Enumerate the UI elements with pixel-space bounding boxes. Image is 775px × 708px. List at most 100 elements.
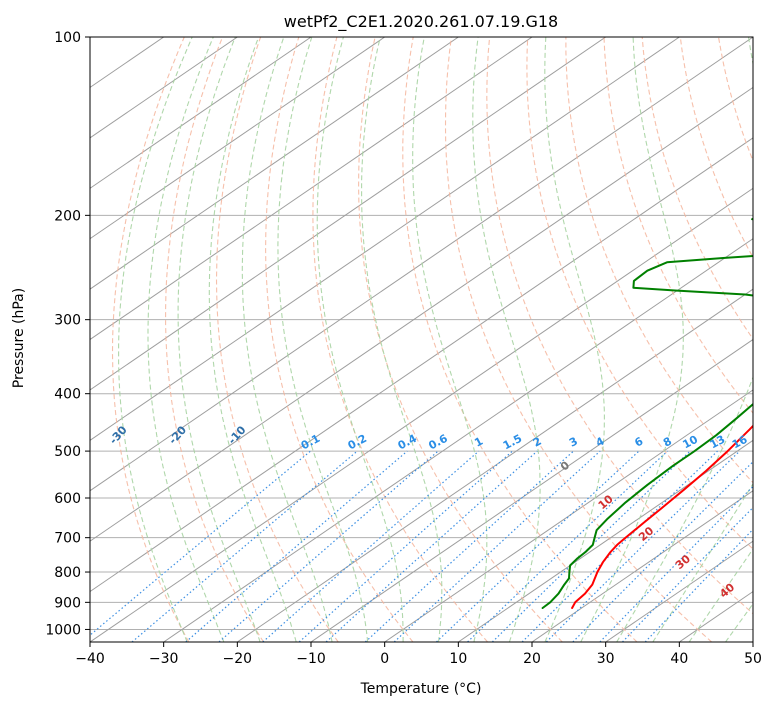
- isotherm-line: [90, 37, 680, 441]
- moist-adiabat-line: [147, 37, 225, 642]
- y-tick-label: 800: [54, 565, 81, 581]
- dry-adiabat-line: [165, 37, 264, 642]
- mixing-ratio-label: 20: [754, 433, 774, 452]
- mixing-ratio-line: [621, 506, 753, 642]
- isotherm-line: [90, 37, 753, 492]
- mixing-ratio-line: [218, 450, 439, 642]
- mixing-ratio-line: [185, 450, 408, 642]
- dry-adiabat-line: [603, 37, 753, 414]
- y-tick-label: 900: [54, 595, 81, 611]
- series-layer: [541, 217, 753, 609]
- isotherm-line: [237, 288, 753, 642]
- dry-adiabat-line: [111, 37, 190, 642]
- dry-adiabat-line: [679, 37, 753, 259]
- mixing-ratio-line: [521, 450, 718, 642]
- y-tick-label: 100: [54, 30, 81, 46]
- moist-adiabat-line: [652, 482, 753, 642]
- x-tick-label: −30: [149, 651, 179, 667]
- dry-adiabat-line: [565, 37, 753, 484]
- moist-adiabat-line: [616, 37, 753, 642]
- background-lines: [90, 37, 775, 642]
- isotherm-line: [90, 137, 753, 593]
- moist-adiabat-label: 30: [673, 552, 693, 572]
- isotherm-line: [90, 37, 312, 189]
- y-tick-label: 400: [54, 387, 81, 403]
- x-tick-label: 0: [380, 651, 389, 667]
- moist-adiabat-line: [472, 37, 541, 642]
- moist-adiabat-line: [762, 37, 775, 642]
- isotherm-line: [90, 86, 753, 542]
- mixing-ratio-label: 16: [730, 433, 750, 452]
- dry-adiabat-line: [757, 37, 775, 642]
- chart-title: wetPf2_C2E1.2020.261.07.19.G18: [284, 12, 558, 32]
- moist-adiabat-line: [177, 37, 261, 642]
- isotherm-line: [310, 338, 753, 642]
- mixing-ratio-line: [599, 485, 753, 642]
- mixing-ratio-label: 6: [632, 434, 645, 449]
- mixing-ratio-line: [325, 450, 538, 642]
- temperature-profile-line: [571, 424, 753, 609]
- isotherm-line: [90, 37, 606, 391]
- mixing-ratio-label: 0.2: [346, 432, 369, 453]
- isotherm-line: [605, 540, 753, 642]
- x-tick-label: −40: [75, 651, 105, 667]
- dry-adiabat-line: [717, 37, 753, 163]
- mixing-ratio-label: 13: [708, 433, 728, 452]
- dry-adiabat-label: -20: [166, 423, 189, 447]
- mixing-ratio-label: 1.5: [501, 432, 524, 453]
- mixing-ratio-line: [572, 460, 753, 642]
- moist-adiabat-line: [277, 37, 369, 642]
- dry-adiabat-line: [215, 37, 339, 642]
- x-tick-label: 10: [449, 651, 467, 667]
- dry-adiabat-line: [358, 37, 563, 642]
- isotherm-line: [752, 641, 753, 642]
- y-tick-label: 500: [54, 444, 81, 460]
- dry-adiabat-line: [486, 37, 753, 615]
- x-tick-label: −10: [296, 651, 326, 667]
- dry-adiabat-line: [641, 37, 753, 341]
- isotherm-line: [90, 37, 533, 341]
- dry-adiabat-line: [402, 37, 638, 642]
- dry-adiabat-line: [312, 37, 489, 642]
- moist-adiabat-line: [580, 37, 684, 642]
- mixing-ratio-line: [364, 450, 574, 642]
- line-labels: 0.10.20.40.611.52346810131620253036-100-…: [107, 423, 774, 600]
- moist-adiabat-line: [688, 548, 753, 642]
- isotherm-line: [90, 37, 385, 240]
- x-tick-label: 20: [523, 651, 541, 667]
- moist-adiabat-line: [412, 37, 488, 642]
- y-tick-label: 300: [54, 313, 81, 329]
- axes: −40 −30 −20 −10 0 10 20 30 40 50 100 200 300 400 500 6 0…: [45, 30, 762, 667]
- moist-adiabat-line: [208, 37, 297, 642]
- y-tick-label: 200: [54, 208, 81, 224]
- x-axis-label: Temperature (°C): [360, 681, 482, 697]
- mixing-ratio-label: 1: [472, 435, 485, 450]
- x-tick-label: −20: [223, 651, 253, 667]
- mixing-ratio-line: [467, 450, 668, 642]
- mixing-ratio-label: 8: [661, 435, 674, 450]
- mixing-ratio-line: [545, 450, 741, 642]
- mixing-ratio-label: 10: [680, 433, 700, 452]
- isotherm-line: [90, 37, 459, 290]
- mixing-ratio-label: 0.6: [426, 432, 450, 453]
- moist-adiabat-line: [361, 37, 443, 642]
- plot-frame: [89, 36, 754, 643]
- x-tick-label: 40: [670, 651, 688, 667]
- mixing-ratio-label: 0.4: [396, 432, 420, 453]
- dry-adiabat-line: [444, 37, 713, 642]
- isotherm-line: [531, 490, 753, 642]
- moist-adiabat-line: [241, 37, 333, 642]
- x-tick-label: 50: [744, 651, 762, 667]
- isotherm-line: [384, 389, 753, 642]
- y-tick-label: 1000: [45, 622, 81, 638]
- moist-adiabat-line: [725, 602, 753, 642]
- moist-adiabat-line: [544, 37, 605, 642]
- moist-adiabat-line: [316, 37, 404, 642]
- y-axis-label: Pressure (hPa): [11, 288, 27, 388]
- mixing-ratio-line: [131, 450, 358, 642]
- mixing-ratio-line: [90, 450, 311, 636]
- moist-adiabat-line: [118, 37, 193, 642]
- mixing-ratio-line: [644, 528, 753, 642]
- dry-adiabat-line: [526, 37, 753, 550]
